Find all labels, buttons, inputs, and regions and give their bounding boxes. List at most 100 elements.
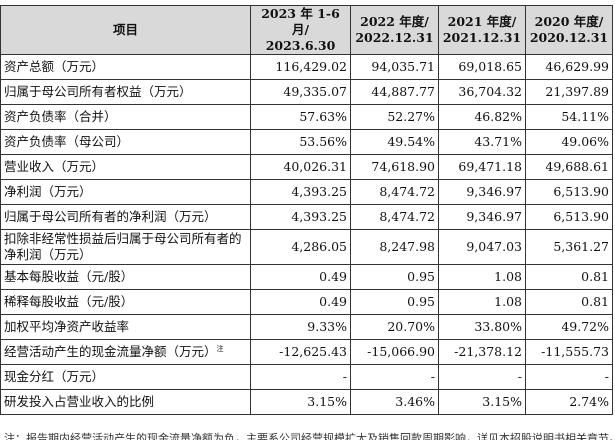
cell-value: 53.56% [250, 129, 351, 155]
table-body: 资产总额（万元） 116,429.02 94,035.71 69,018.65 … [0, 54, 613, 415]
cell-value: 4,393.25 [250, 204, 351, 230]
cell-value: 46.82% [438, 104, 526, 130]
header-row: 项目 2023 年 1-6 月/ 2023.6.30 2022 年度/ 2022… [0, 5, 613, 55]
header-2023h1-date: 2023.6.30 [265, 38, 336, 53]
table-row: 净利润（万元） 4,393.25 8,474.72 9,346.97 6,513… [0, 179, 613, 205]
cell-value: 52.27% [350, 104, 439, 130]
table-row: 归属于母公司所有者权益（万元） 49,335.07 44,887.77 36,7… [0, 79, 613, 105]
cell-value: 40,026.31 [250, 154, 351, 180]
cell-value: - [525, 364, 613, 390]
cell-value: 44,887.77 [350, 79, 439, 105]
row-label: 净利润（万元） [0, 179, 251, 205]
cell-value: 69,018.65 [438, 54, 526, 80]
cell-value: 49.54% [350, 129, 439, 155]
cell-value: - [438, 364, 526, 390]
cell-value: 1.08 [438, 264, 526, 290]
footnote-text: 注：报告期内经营活动产生的现金流量净额为负，主要系公司经营规模扩大及销售回款周期… [4, 432, 612, 440]
header-item: 项目 [0, 5, 251, 55]
cell-value: 9,346.97 [438, 204, 526, 230]
table-row: 现金分红（万元） - - - - [0, 364, 613, 390]
cell-value: 20.70% [350, 314, 439, 340]
cell-value: -21,378.12 [438, 339, 526, 365]
footnote-marker: 注 [216, 344, 224, 353]
cell-value: 49.72% [525, 314, 613, 340]
table-row: 资产负债率（母公司） 53.56% 49.54% 43.71% 49.06% [0, 129, 613, 155]
cell-value: 1.08 [438, 289, 526, 315]
table-row: 扣除非经常性损益后归属于母公司所有者的净利润（万元） 4,286.05 8,24… [0, 229, 613, 265]
table-row: 营业收入（万元） 40,026.31 74,618.90 69,471.18 4… [0, 154, 613, 180]
row-label: 基本每股收益（元/股） [0, 264, 251, 290]
cell-value: 3.15% [438, 389, 526, 415]
cell-value: 54.11% [525, 104, 613, 130]
table-row: 加权平均净资产收益率 9.33% 20.70% 33.80% 49.72% [0, 314, 613, 340]
table-row: 资产负债率（合并） 57.63% 52.27% 46.82% 54.11% [0, 104, 613, 130]
header-2020: 2020 年度/ 2020.12.31 [525, 5, 613, 55]
cell-value: 49.06% [525, 129, 613, 155]
cell-value: 36,704.32 [438, 79, 526, 105]
cell-value: 6,513.90 [525, 179, 613, 205]
cell-value: 74,618.90 [350, 154, 439, 180]
cell-value: 49,688.61 [525, 154, 613, 180]
cell-value: 0.49 [250, 264, 351, 290]
header-2020-date: 2020.12.31 [529, 30, 609, 45]
table-row: 研发投入占营业收入的比例 3.15% 3.46% 3.15% 2.74% [0, 389, 613, 415]
cell-value: - [250, 364, 351, 390]
row-label: 现金分红（万元） [0, 364, 251, 390]
financial-summary-table: 项目 2023 年 1-6 月/ 2023.6.30 2022 年度/ 2022… [0, 5, 613, 415]
row-label: 归属于母公司所有者权益（万元） [0, 79, 251, 105]
header-2023h1: 2023 年 1-6 月/ 2023.6.30 [250, 5, 351, 55]
table-row: 稀释每股收益（元/股） 0.49 0.95 1.08 0.81 [0, 289, 613, 315]
cell-value: 9,047.03 [438, 229, 526, 265]
row-label: 研发投入占营业收入的比例 [0, 389, 251, 415]
cell-value: 94,035.71 [350, 54, 439, 80]
cell-value: 43.71% [438, 129, 526, 155]
table-row: 经营活动产生的现金流量净额（万元）注 -12,625.43 -15,066.90… [0, 339, 613, 365]
table-header: 项目 2023 年 1-6 月/ 2023.6.30 2022 年度/ 2022… [0, 5, 613, 55]
cell-value: 46,629.99 [525, 54, 613, 80]
row-label: 资产负债率（合并） [0, 104, 251, 130]
row-label: 营业收入（万元） [0, 154, 251, 180]
cell-value: 0.81 [525, 264, 613, 290]
row-label: 资产总额（万元） [0, 54, 251, 80]
cell-value: 57.63% [250, 104, 351, 130]
cell-value: 0.95 [350, 264, 439, 290]
cell-value: 4,286.05 [250, 229, 351, 265]
header-2021-date: 2021.12.31 [442, 30, 522, 45]
cell-value: 9,346.97 [438, 179, 526, 205]
row-label-with-note: 经营活动产生的现金流量净额（万元）注 [0, 339, 251, 365]
financial-summary-table-container: 项目 2023 年 1-6 月/ 2023.6.30 2022 年度/ 2022… [0, 5, 613, 415]
cell-value: 6,513.90 [525, 204, 613, 230]
table-row: 资产总额（万元） 116,429.02 94,035.71 69,018.65 … [0, 54, 613, 80]
row-label-text: 经营活动产生的现金流量净额（万元） [4, 344, 217, 359]
row-label: 稀释每股收益（元/股） [0, 289, 251, 315]
header-2022-period: 2022 年度/ [360, 14, 429, 29]
cell-value: 8,247.98 [350, 229, 439, 265]
cell-value: 0.81 [525, 289, 613, 315]
cell-value: 8,474.72 [350, 204, 439, 230]
cell-value: 33.80% [438, 314, 526, 340]
table-row: 归属于母公司所有者的净利润（万元） 4,393.25 8,474.72 9,34… [0, 204, 613, 230]
cell-value: 0.49 [250, 289, 351, 315]
cell-value: 3.15% [250, 389, 351, 415]
cell-value: 8,474.72 [350, 179, 439, 205]
row-label: 资产负债率（母公司） [0, 129, 251, 155]
cell-value: 0.95 [350, 289, 439, 315]
cell-value: -15,066.90 [350, 339, 439, 365]
header-2021: 2021 年度/ 2021.12.31 [438, 5, 526, 55]
cell-value: 5,361.27 [525, 229, 613, 265]
cell-value: 116,429.02 [250, 54, 351, 80]
cell-value: 21,397.89 [525, 79, 613, 105]
row-label: 扣除非经常性损益后归属于母公司所有者的净利润（万元） [0, 229, 251, 265]
table-row: 基本每股收益（元/股） 0.49 0.95 1.08 0.81 [0, 264, 613, 290]
header-2022: 2022 年度/ 2022.12.31 [350, 5, 439, 55]
cell-value: 49,335.07 [250, 79, 351, 105]
header-2020-period: 2020 年度/ [534, 14, 604, 29]
cell-value: 2.74% [525, 389, 613, 415]
header-2021-period: 2021 年度/ [447, 14, 517, 29]
cell-value: 69,471.18 [438, 154, 526, 180]
cell-value: -11,555.73 [525, 339, 613, 365]
cell-value: 4,393.25 [250, 179, 351, 205]
header-2023h1-period: 2023 年 1-6 月/ [261, 6, 340, 38]
row-label: 归属于母公司所有者的净利润（万元） [0, 204, 251, 230]
cell-value: 9.33% [250, 314, 351, 340]
